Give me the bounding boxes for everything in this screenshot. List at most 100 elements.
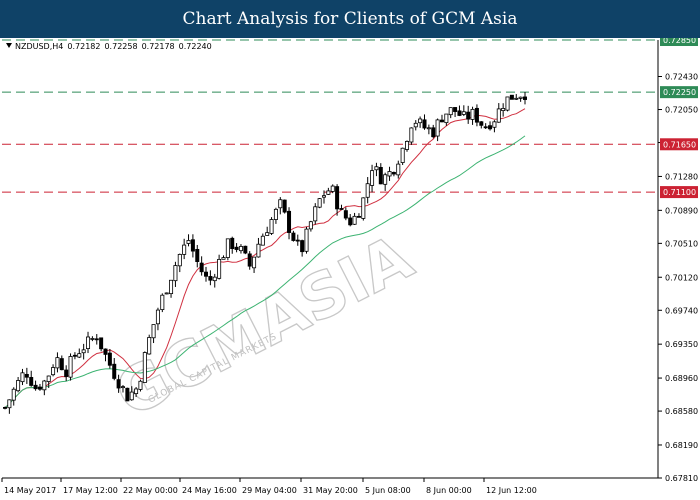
candle-body	[470, 108, 475, 120]
y-tick-label: 0.67810	[665, 474, 698, 483]
candle-body	[492, 121, 497, 128]
candle-body	[269, 219, 274, 234]
candle-body	[479, 121, 484, 126]
y-tick-label: 0.69350	[665, 340, 698, 349]
candle-body	[387, 171, 392, 177]
candle-body	[190, 239, 195, 252]
candle-body	[466, 111, 471, 120]
symbol-low: 0.72178	[141, 42, 175, 51]
candle-body	[418, 118, 423, 124]
candle-body	[273, 208, 278, 220]
candle-body	[234, 246, 239, 250]
candle-body	[474, 107, 479, 123]
collapse-triangle-icon[interactable]	[6, 43, 12, 48]
candle-body	[37, 386, 42, 390]
candle-body	[448, 107, 453, 116]
symbol-info: NZDUSD,H4 0.72182 0.72258 0.72178 0.72240	[6, 42, 216, 51]
candle-body	[103, 348, 108, 355]
candle-body	[461, 111, 466, 115]
candle-body	[51, 367, 56, 376]
candle-body	[11, 388, 16, 401]
candle-body	[400, 147, 405, 163]
candle-body	[260, 235, 265, 246]
y-tick-label: 0.70120	[665, 273, 698, 282]
x-tick-label: 31 May 20:00	[303, 486, 358, 495]
candle-body	[304, 228, 309, 252]
y-axis-ticks: 0.724300.720500.716700.712800.708900.705…	[658, 73, 698, 483]
candle-body	[514, 97, 519, 100]
candle-body	[435, 119, 440, 137]
x-tick-label: 29 May 04:00	[242, 486, 297, 495]
candle-body	[55, 357, 60, 369]
candle-body	[230, 237, 235, 250]
candle-body	[370, 170, 375, 186]
y-tick-label: 0.68960	[665, 374, 698, 383]
candle-body	[147, 337, 152, 355]
candle-body	[361, 197, 366, 219]
candle-body	[64, 369, 69, 377]
candle-body	[164, 292, 169, 295]
candle-body	[509, 94, 514, 100]
candle-body	[488, 125, 493, 130]
y-tick-label: 0.72430	[665, 73, 698, 82]
symbol-name: NZDUSD,H4	[15, 42, 64, 51]
x-tick-label: 14 May 2017	[4, 486, 56, 495]
candle-body	[7, 399, 12, 409]
candle-body	[295, 239, 300, 242]
candle-body	[112, 363, 117, 379]
candle-body	[116, 379, 121, 389]
candle-body	[125, 387, 130, 402]
candle-body	[204, 271, 209, 277]
candle-body	[221, 257, 226, 260]
candle-body	[182, 244, 187, 255]
candle-body	[287, 210, 292, 233]
candle-body	[365, 183, 370, 198]
candle-body	[243, 245, 248, 254]
candle-body	[321, 195, 326, 198]
candle-body	[308, 221, 313, 230]
candle-body	[247, 253, 252, 267]
level-label-box-0	[660, 38, 698, 46]
candle-body	[225, 238, 230, 258]
candle-body	[431, 127, 436, 138]
candle-body	[501, 108, 506, 112]
level-label-0: 0.72850	[663, 38, 696, 45]
candle-body	[134, 388, 139, 395]
candle-body	[16, 380, 21, 392]
candle-body	[326, 190, 331, 195]
y-tick-label: 0.71280	[665, 172, 698, 181]
y-tick-label: 0.69740	[665, 306, 698, 315]
candle-body	[352, 215, 357, 225]
candle-body	[256, 243, 261, 258]
candle-body	[453, 107, 458, 112]
candle-body	[195, 248, 200, 263]
candle-body	[348, 217, 353, 226]
candle-body	[77, 353, 82, 358]
candle-body	[208, 276, 213, 281]
ma-green-line	[4, 135, 526, 409]
y-tick-label: 0.70890	[665, 206, 698, 215]
candle-body	[177, 253, 182, 267]
candle-body	[120, 386, 125, 389]
candle-body	[396, 163, 401, 176]
candle-body	[252, 256, 257, 269]
x-tick-label: 12 Jun 12:00	[486, 486, 537, 495]
candle-body	[155, 309, 160, 325]
level-label-2: 0.71650	[663, 140, 696, 149]
candle-body	[405, 141, 410, 150]
candle-body	[457, 110, 462, 116]
x-tick-label: 8 Jun 00:00	[426, 486, 472, 495]
symbol-high: 0.72258	[104, 42, 138, 51]
symbol-open: 0.72182	[67, 42, 101, 51]
candle-body	[378, 167, 383, 185]
candle-body	[523, 96, 528, 100]
candle-body	[505, 96, 510, 111]
candle-body	[217, 258, 222, 279]
candle-body	[94, 338, 99, 341]
level-label-box-3	[660, 186, 698, 199]
candle-body	[212, 276, 217, 282]
candle-body	[444, 113, 449, 124]
y-tick-label: 0.68580	[665, 407, 698, 416]
chart-title: Chart Analysis for Clients of GCM Asia	[182, 9, 518, 29]
